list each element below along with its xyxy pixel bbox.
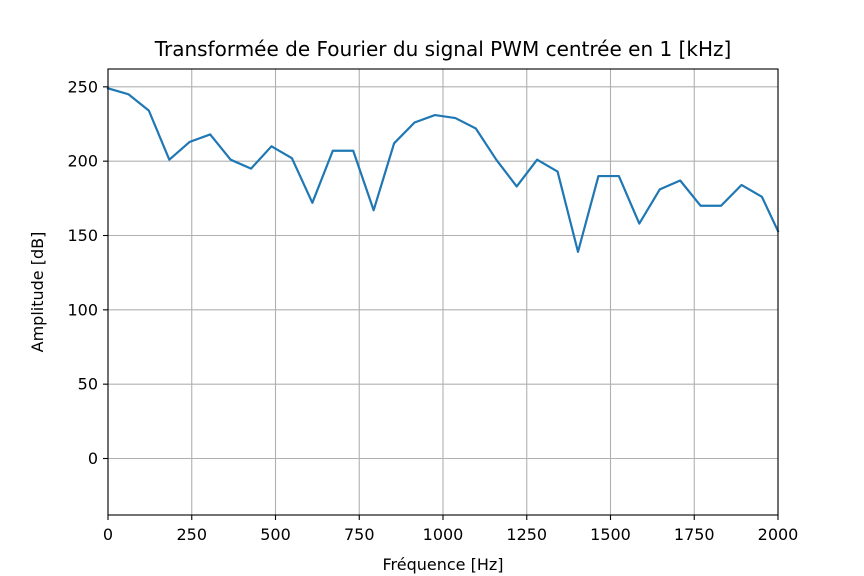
x-tick-label: 750 xyxy=(344,525,375,544)
x-tick-label: 1750 xyxy=(674,525,715,544)
ticks-group: 0 250 500 750 1000 1250 1500 1750 2000 0 50 100 150 2… xyxy=(67,77,798,544)
y-tick-label: 50 xyxy=(78,375,98,394)
x-tick-label: 0 xyxy=(103,525,113,544)
y-tick-label: 0 xyxy=(88,449,98,468)
x-tick-label: 1250 xyxy=(506,525,547,544)
y-axis-label: Amplitude [dB] xyxy=(28,232,47,353)
grid xyxy=(107,69,779,515)
chart-title: Transformée de Fourier du signal PWM cen… xyxy=(154,37,732,61)
x-axis-label: Fréquence [Hz] xyxy=(382,555,503,574)
y-tick-label: 100 xyxy=(67,300,98,319)
y-tick-label: 200 xyxy=(67,152,98,171)
x-tick-label: 2000 xyxy=(758,525,799,544)
y-tick-label: 250 xyxy=(67,77,98,96)
y-tick-label: 150 xyxy=(67,226,98,245)
x-tick-label: 500 xyxy=(260,525,291,544)
series-group xyxy=(106,86,780,253)
x-tick-label: 250 xyxy=(176,525,207,544)
series-line xyxy=(106,86,780,253)
x-tick-label: 1000 xyxy=(423,525,464,544)
x-tick-label: 1500 xyxy=(590,525,631,544)
